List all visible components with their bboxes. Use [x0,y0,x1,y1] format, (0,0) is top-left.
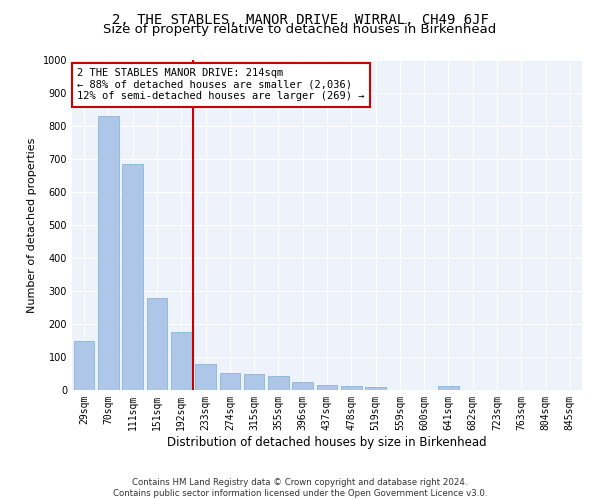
Text: Size of property relative to detached houses in Birkenhead: Size of property relative to detached ho… [103,22,497,36]
Bar [220,373,240,390]
Bar [146,298,167,390]
Bar [74,342,94,390]
Bar [268,376,289,390]
Bar [98,116,119,390]
Bar [365,386,386,390]
Text: 2, THE STABLES, MANOR DRIVE, WIRRAL, CH49 6JF: 2, THE STABLES, MANOR DRIVE, WIRRAL, CH4… [112,12,488,26]
Text: Contains HM Land Registry data © Crown copyright and database right 2024.
Contai: Contains HM Land Registry data © Crown c… [113,478,487,498]
Bar [292,382,313,390]
X-axis label: Distribution of detached houses by size in Birkenhead: Distribution of detached houses by size … [167,436,487,448]
Bar [244,374,265,390]
Bar [122,164,143,390]
Bar [171,332,191,390]
Text: 2 THE STABLES MANOR DRIVE: 214sqm
← 88% of detached houses are smaller (2,036)
1: 2 THE STABLES MANOR DRIVE: 214sqm ← 88% … [77,68,365,102]
Bar [438,386,459,390]
Bar [341,386,362,390]
Bar [195,364,216,390]
Bar [317,385,337,390]
Y-axis label: Number of detached properties: Number of detached properties [27,138,37,312]
